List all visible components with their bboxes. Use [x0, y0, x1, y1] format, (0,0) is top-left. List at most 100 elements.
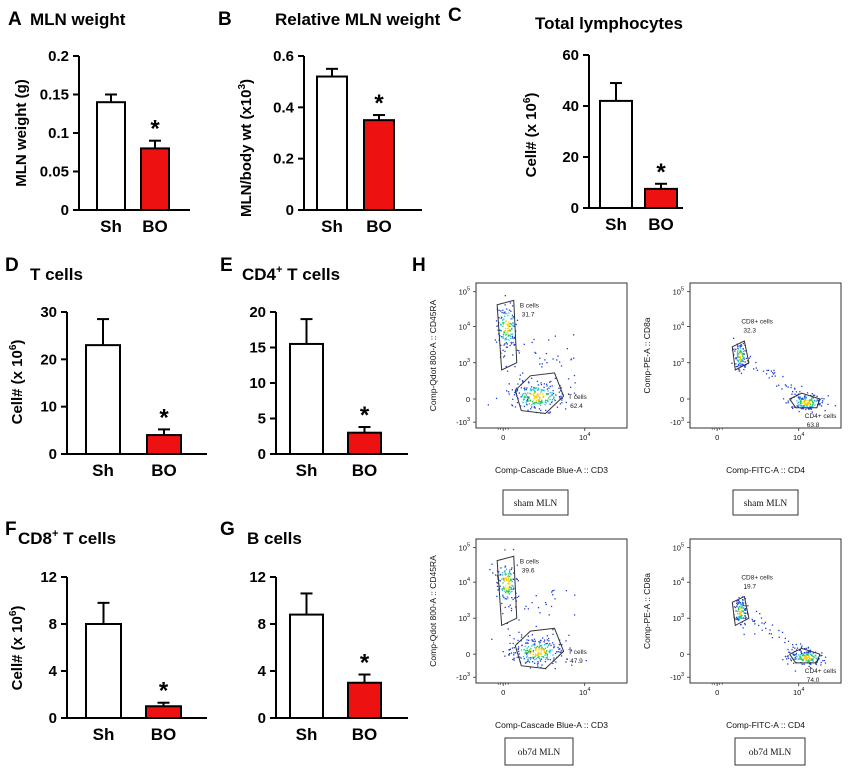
significance-star-g: *	[360, 650, 370, 677]
flow-event-dot	[790, 386, 792, 389]
flow-event-dot	[792, 654, 795, 656]
flow-event-dot	[529, 658, 532, 661]
flow-event-dot	[549, 396, 551, 398]
flow-event-dot	[737, 618, 739, 620]
flow-event-dot	[811, 401, 814, 403]
flow-event-dot	[549, 650, 551, 652]
flow-event-dot	[511, 647, 514, 649]
flow-event-dot	[508, 325, 510, 327]
flow-event-dot	[741, 596, 744, 598]
flow-event-dot	[502, 337, 504, 339]
y-tick-label-c: 0	[571, 200, 579, 217]
flow-event-dot	[537, 394, 539, 397]
flow-event-dot	[518, 646, 520, 648]
flow-event-dot	[540, 404, 542, 406]
flow-event-dot	[799, 656, 801, 658]
flow-event-dot	[740, 372, 743, 374]
flow-frame	[689, 538, 842, 684]
flow-event-dot	[737, 602, 740, 604]
panel-a-mln-weight: A MLN weight 0 0.05 0.1 0.15 0.2 MLN weight (g)…	[8, 9, 190, 236]
flow-event-dot	[802, 405, 804, 407]
flow-event-dot	[549, 392, 551, 394]
flow-event-dot	[816, 400, 818, 402]
flow-event-dot	[545, 652, 547, 655]
flow-event-dot	[535, 397, 537, 399]
flow-event-dot	[799, 402, 802, 404]
flow-event-dot	[808, 655, 810, 658]
flow-event-dot	[528, 400, 530, 402]
flow-event-dot	[501, 578, 503, 580]
flow-event-dot	[795, 655, 797, 657]
flow-event-dot	[529, 653, 532, 655]
flow-y-tick-label: 104	[673, 577, 684, 587]
flow-event-dot	[808, 408, 810, 410]
flow-event-dot	[741, 358, 743, 361]
flow-event-dot	[547, 393, 549, 395]
flow-event-dot	[501, 311, 503, 314]
flow-event-dot	[537, 389, 539, 391]
flow-event-dot	[806, 404, 808, 406]
flow-event-dot	[743, 358, 745, 360]
flow-event-dot	[511, 567, 513, 569]
flow-event-dot	[508, 578, 510, 580]
flow-y-tick-label: -103	[456, 672, 470, 682]
flow-event-dot	[525, 652, 528, 654]
flow-event-dot	[807, 647, 809, 649]
flow-event-dot	[552, 397, 555, 399]
flow-event-dot	[560, 390, 562, 392]
flow-event-dot	[529, 651, 531, 653]
flow-event-dot	[736, 616, 738, 618]
flow-event-dot	[797, 397, 800, 399]
flow-event-dot	[543, 644, 546, 646]
flow-event-dot	[763, 623, 765, 625]
flow-event-dot	[520, 396, 522, 398]
flow-event-dot	[554, 335, 556, 337]
flow-event-dot	[532, 643, 534, 645]
flow-event-dot	[525, 393, 527, 395]
flow-event-dot	[534, 655, 537, 657]
flow-event-dot	[806, 653, 809, 656]
flow-event-dot	[535, 648, 537, 650]
flow-event-dot	[800, 646, 803, 649]
flow-event-dot	[504, 578, 506, 580]
flow-event-dot	[502, 325, 504, 328]
flow-event-dot	[549, 381, 551, 383]
flow-event-dot	[496, 585, 499, 587]
flow-event-dot	[790, 660, 792, 662]
flow-event-dot	[523, 343, 525, 345]
flow-event-dot	[513, 572, 515, 574]
y-tick-label-e: 0	[258, 446, 266, 463]
flow-event-dot	[528, 657, 530, 659]
panel-letter-c: C	[448, 5, 462, 26]
flow-event-dot	[539, 660, 542, 662]
flow-event-dot	[540, 653, 542, 655]
flow-event-dot	[801, 404, 803, 407]
flow-y-tick-label: 104	[673, 322, 684, 332]
flow-event-dot	[533, 395, 536, 397]
flow-event-dot	[736, 610, 739, 613]
flow-event-dot	[734, 350, 736, 352]
flow-event-dot	[528, 397, 530, 399]
flow-event-dot	[502, 349, 504, 351]
flow-event-dot	[546, 362, 548, 364]
flow-event-dot	[524, 608, 526, 610]
flow-event-dot	[778, 629, 780, 632]
flow-event-dot	[545, 409, 547, 412]
flow-event-dot	[539, 398, 541, 400]
flow-event-dot	[512, 322, 514, 324]
panel-d-t-cells: D T cells 0 10 20 30 Cell# (x 106) Sh BO *	[5, 255, 207, 480]
flow-event-dot	[538, 396, 540, 398]
flow-event-dot	[552, 389, 554, 392]
flow-event-dot	[500, 310, 502, 312]
significance-star-f: *	[159, 678, 169, 705]
flow-event-dot	[551, 591, 553, 593]
flow-event-dot	[513, 654, 515, 656]
flow-event-dot	[810, 408, 813, 410]
flow-event-dot	[810, 667, 812, 669]
flow-event-dot	[509, 325, 511, 328]
flow-event-dot	[738, 599, 740, 602]
sample-label: ob7d MLN	[749, 748, 792, 758]
flow-event-dot	[546, 385, 548, 387]
flow-event-dot	[556, 359, 558, 361]
flow-event-dot	[518, 392, 520, 394]
